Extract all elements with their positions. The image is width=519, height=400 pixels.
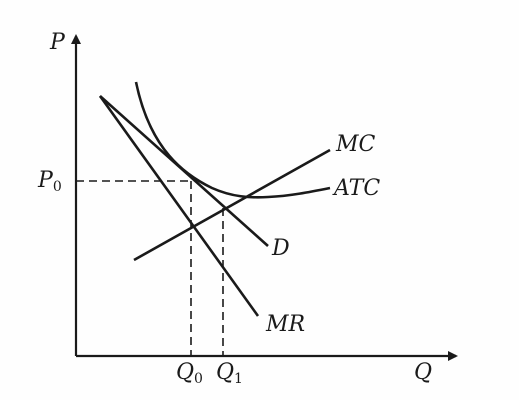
q0-letter: Q <box>176 360 195 385</box>
q0-subscript: 0 <box>194 371 203 387</box>
p0-label: P0 <box>38 168 62 195</box>
q1-label: Q1 <box>216 360 243 387</box>
mr-label: MR <box>266 312 306 337</box>
mc-label: MC <box>336 132 376 157</box>
demand-label: D <box>272 236 290 261</box>
q1-letter: Q <box>216 360 235 385</box>
p0-subscript: 0 <box>52 179 62 195</box>
y-axis-label: P <box>50 30 65 55</box>
q1-subscript: 1 <box>234 371 243 387</box>
average-total-cost-curve <box>134 81 331 199</box>
p0-letter: P <box>38 168 53 193</box>
q0-label: Q0 <box>176 360 203 387</box>
marginal-revenue-curve <box>98 95 260 317</box>
x-axis-label: Q <box>414 360 433 385</box>
atc-label: ATC <box>334 176 381 201</box>
marginal-cost-curve <box>133 148 331 262</box>
